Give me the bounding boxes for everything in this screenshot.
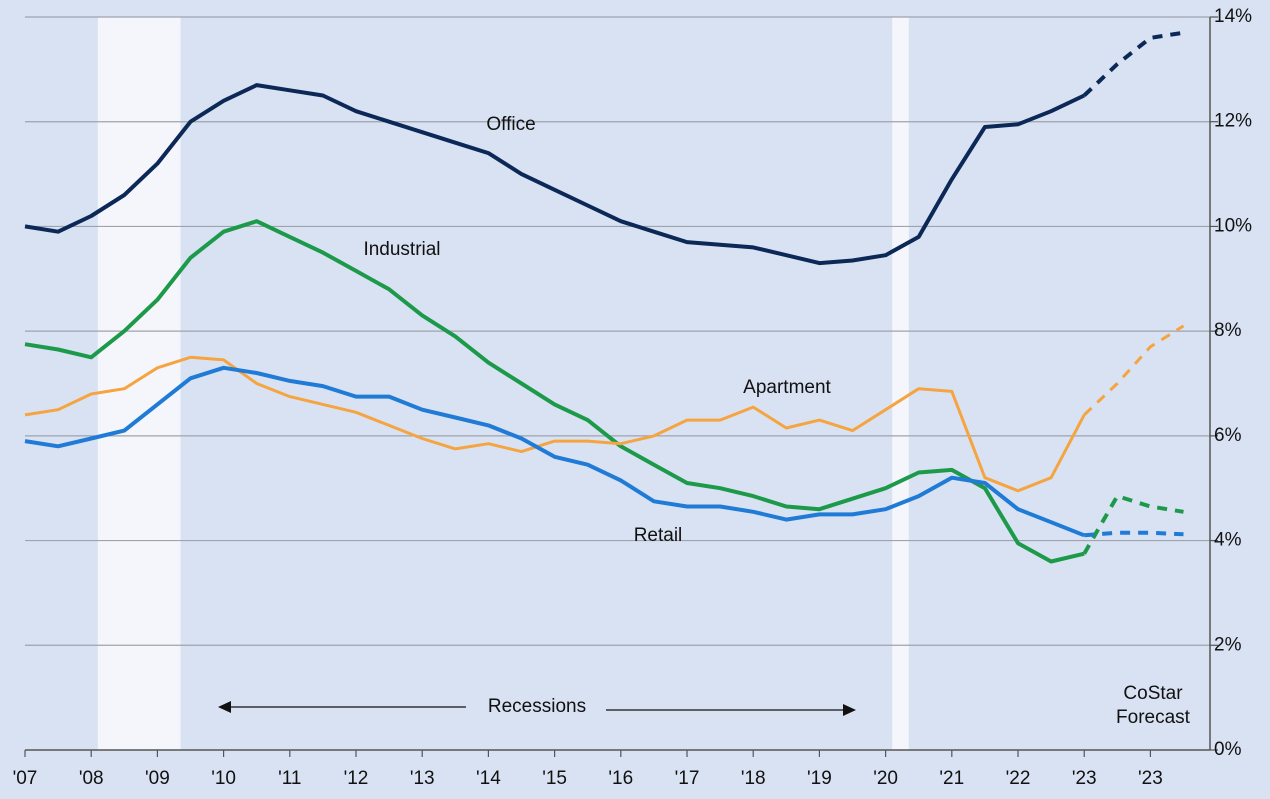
x-tick-label: '11 bbox=[278, 768, 301, 789]
x-tick-label: '12 bbox=[344, 768, 369, 789]
recession-bands bbox=[97, 17, 909, 750]
series-label: Apartment bbox=[743, 377, 831, 398]
annotation: Forecast bbox=[1116, 707, 1191, 728]
x-tick-label: '21 bbox=[939, 768, 964, 789]
x-tick-label: '18 bbox=[741, 768, 766, 789]
x-tick-label: '10 bbox=[211, 768, 236, 789]
y-tick-label: 4% bbox=[1214, 530, 1242, 551]
arrow-head bbox=[218, 701, 231, 713]
x-tick-label: '17 bbox=[675, 768, 700, 789]
x-tick-label: '08 bbox=[79, 768, 104, 789]
annotation: CoStar bbox=[1123, 683, 1183, 704]
y-tick-label: 6% bbox=[1214, 425, 1242, 446]
series-label: Office bbox=[486, 114, 535, 135]
forecast-line bbox=[1082, 30, 1184, 97]
x-tick-label: '19 bbox=[807, 768, 832, 789]
forecast-line bbox=[1082, 494, 1184, 555]
annotation: Recessions bbox=[488, 696, 586, 717]
x-tick-label: '07 bbox=[13, 768, 38, 789]
x-tick-label: '23 bbox=[1138, 768, 1163, 789]
grid bbox=[24, 16, 1218, 757]
texts: 0% 2% 4% 6% 8% 10% 12% 14% '07 '08 '09 '10 '11 '12 '13… bbox=[13, 6, 1253, 789]
y-tick-label: 10% bbox=[1214, 215, 1252, 236]
series-line bbox=[24, 219, 1085, 564]
arrow-head bbox=[843, 704, 856, 716]
y-tick-label: 2% bbox=[1214, 634, 1242, 655]
y-tick-label: 0% bbox=[1214, 739, 1242, 760]
y-tick-label: 12% bbox=[1214, 111, 1252, 132]
x-tick-label: '14 bbox=[476, 768, 501, 789]
series-label: Retail bbox=[634, 525, 683, 546]
y-tick-label: 14% bbox=[1214, 6, 1252, 27]
series-label: Industrial bbox=[363, 239, 440, 260]
recession-band bbox=[892, 17, 909, 750]
recession-band bbox=[97, 17, 181, 750]
x-tick-label: '09 bbox=[145, 768, 170, 789]
x-tick-label: '22 bbox=[1006, 768, 1031, 789]
series-line bbox=[24, 355, 1086, 493]
lines bbox=[24, 30, 1185, 564]
series-line bbox=[24, 365, 1085, 538]
x-tick-label: '13 bbox=[410, 768, 435, 789]
forecast-line bbox=[1083, 324, 1185, 416]
series-line bbox=[24, 83, 1086, 266]
x-tick-label: '23 bbox=[1072, 768, 1097, 789]
x-tick-label: '15 bbox=[542, 768, 567, 789]
x-tick-label: '20 bbox=[873, 768, 898, 789]
x-tick-label: '16 bbox=[608, 768, 633, 789]
y-tick-label: 8% bbox=[1214, 320, 1242, 341]
